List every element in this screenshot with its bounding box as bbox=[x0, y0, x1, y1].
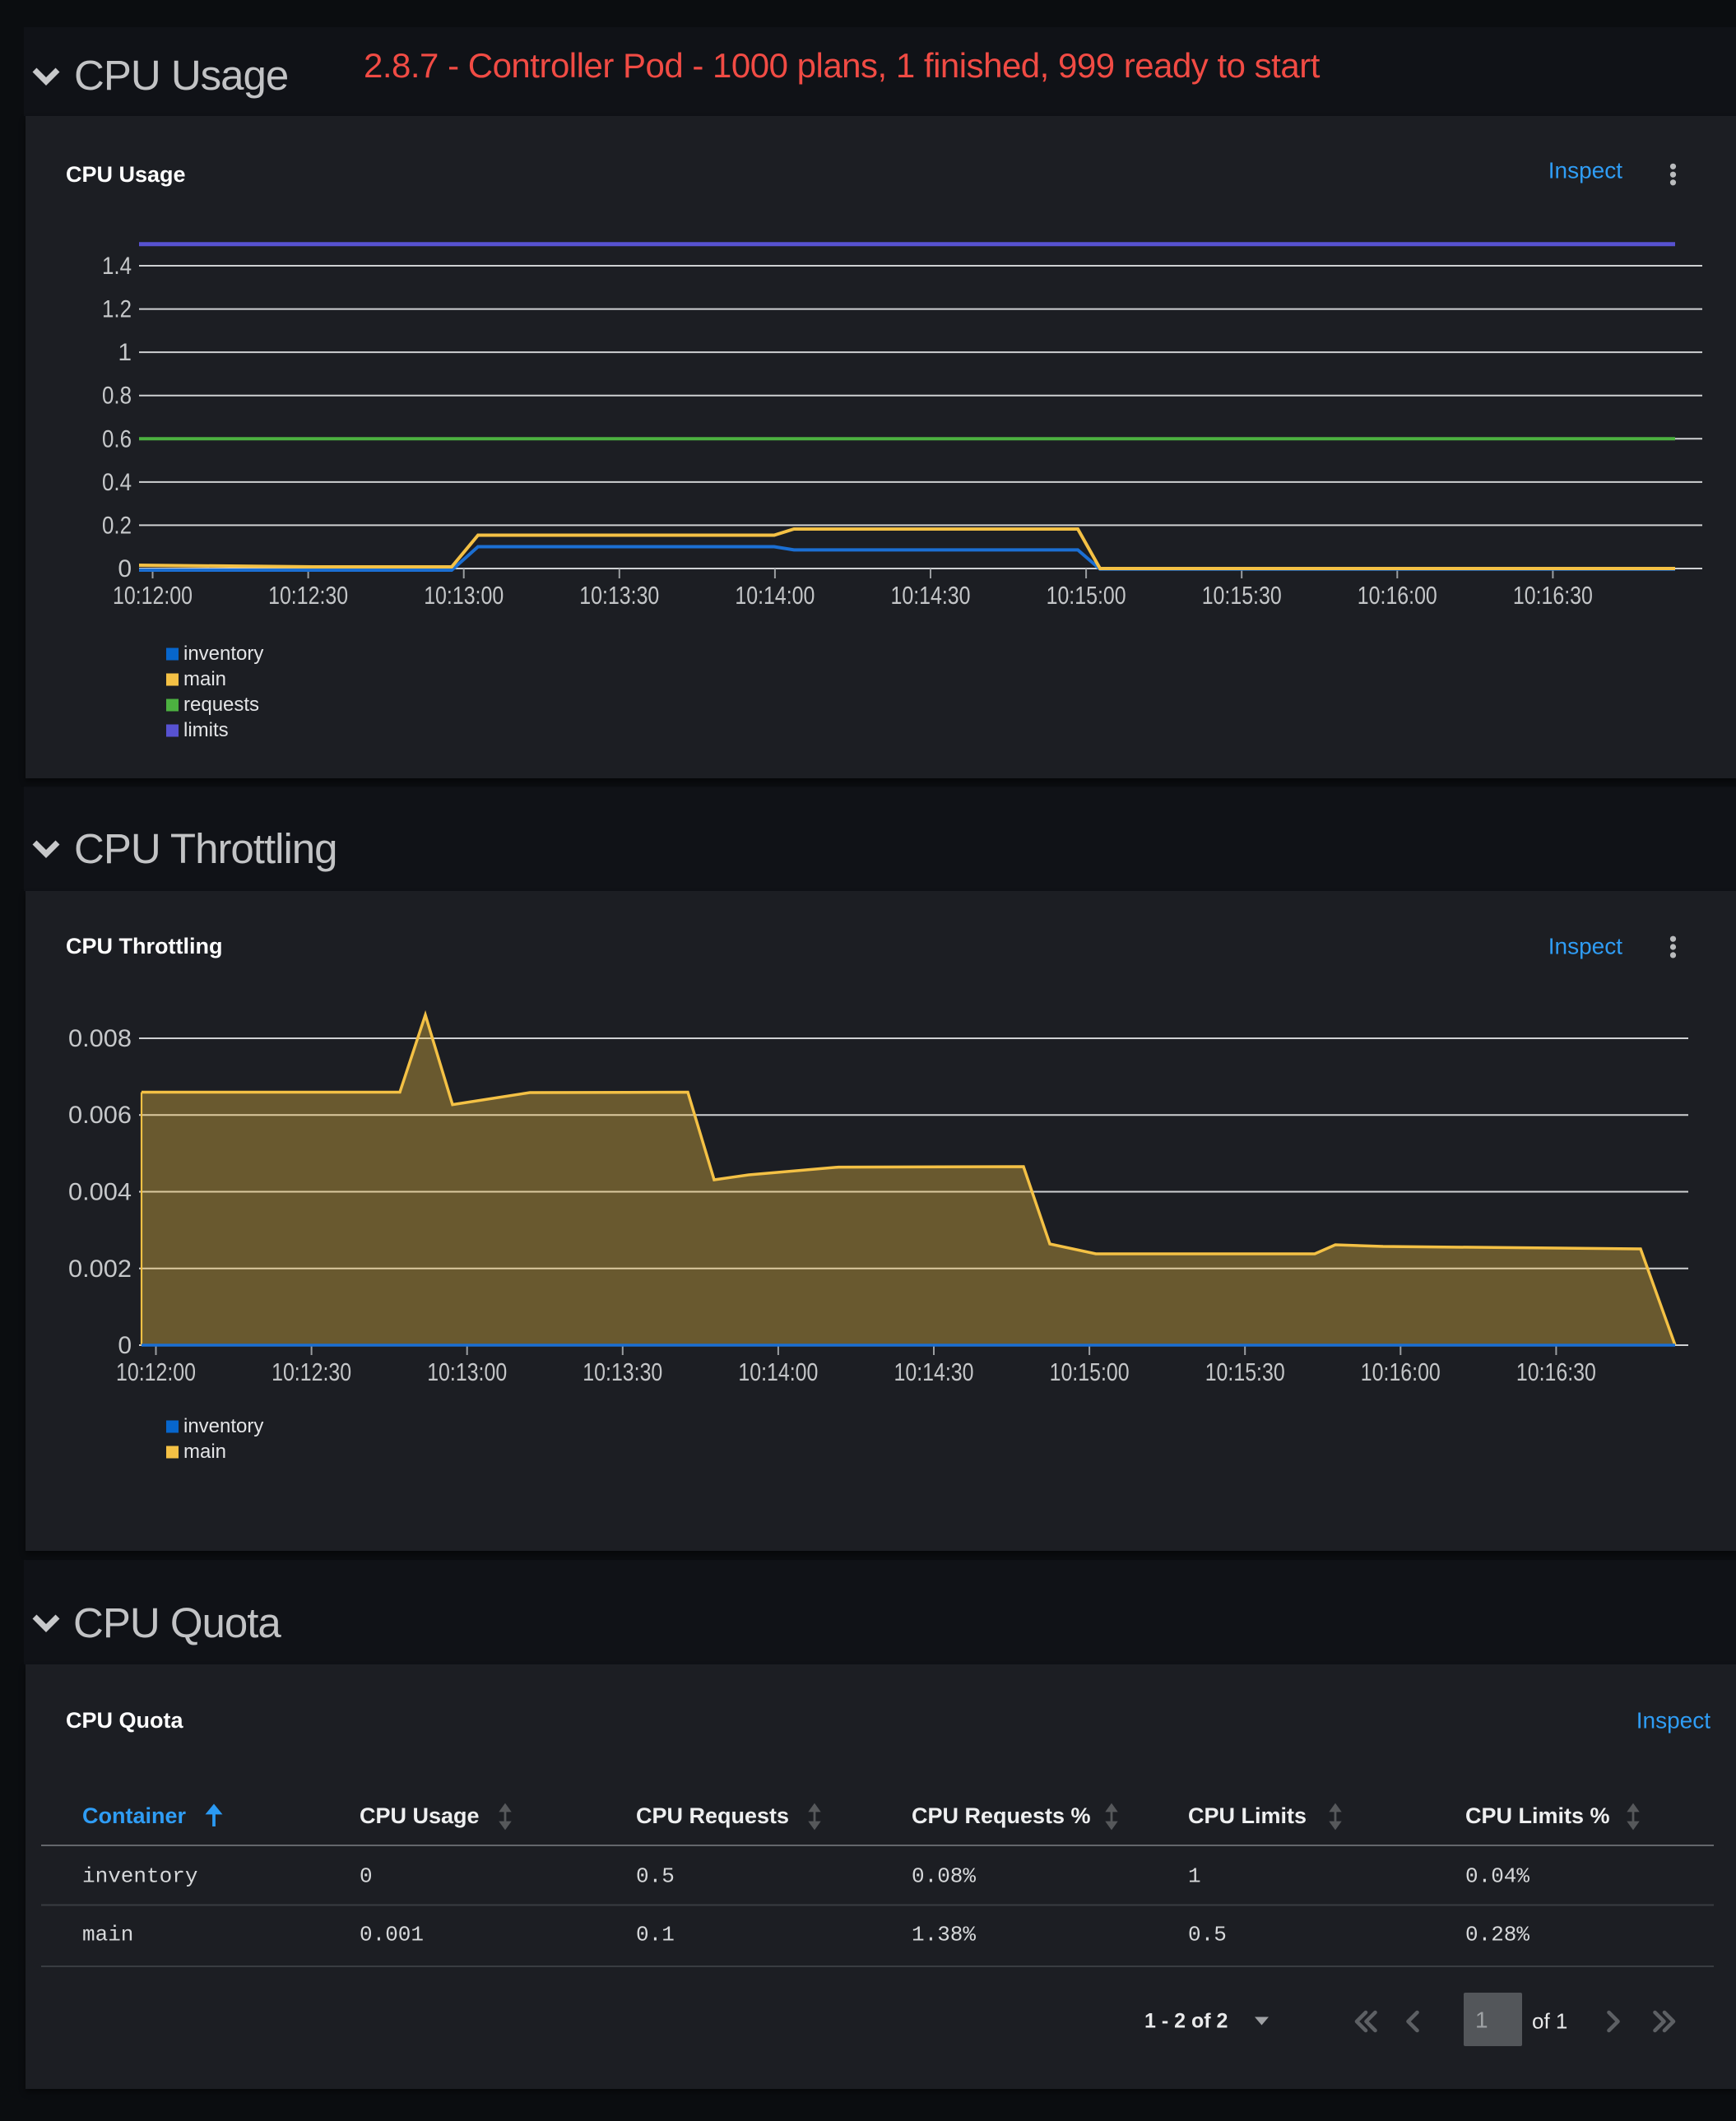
svg-text:10:13:30: 10:13:30 bbox=[583, 1358, 662, 1386]
svg-text:1.2: 1.2 bbox=[102, 296, 132, 323]
svg-text:10:14:00: 10:14:00 bbox=[738, 1358, 818, 1386]
svg-text:10:12:30: 10:12:30 bbox=[272, 1358, 351, 1386]
svg-text:10:13:00: 10:13:00 bbox=[427, 1358, 507, 1386]
svg-text:10:14:30: 10:14:30 bbox=[894, 1358, 974, 1386]
svg-text:10:15:30: 10:15:30 bbox=[1205, 1358, 1285, 1386]
svg-text:0.4: 0.4 bbox=[102, 469, 132, 496]
svg-text:10:15:00: 10:15:00 bbox=[1050, 1358, 1130, 1386]
svg-text:10:12:30: 10:12:30 bbox=[268, 581, 348, 610]
svg-text:1.4: 1.4 bbox=[102, 253, 132, 280]
svg-text:1: 1 bbox=[118, 339, 132, 366]
svg-text:10:12:00: 10:12:00 bbox=[113, 581, 193, 610]
svg-text:10:12:00: 10:12:00 bbox=[116, 1358, 196, 1386]
svg-text:10:14:00: 10:14:00 bbox=[735, 581, 815, 610]
svg-text:10:13:30: 10:13:30 bbox=[579, 581, 659, 610]
svg-text:0.002: 0.002 bbox=[68, 1255, 132, 1283]
svg-text:10:13:00: 10:13:00 bbox=[424, 581, 504, 610]
svg-text:0: 0 bbox=[118, 1332, 132, 1359]
svg-text:10:14:30: 10:14:30 bbox=[891, 581, 971, 610]
svg-text:10:16:00: 10:16:00 bbox=[1358, 581, 1437, 610]
svg-text:0.004: 0.004 bbox=[68, 1179, 132, 1206]
svg-text:10:16:00: 10:16:00 bbox=[1361, 1358, 1441, 1386]
svg-text:0.2: 0.2 bbox=[102, 512, 132, 539]
svg-text:10:16:30: 10:16:30 bbox=[1516, 1358, 1596, 1386]
svg-text:0.8: 0.8 bbox=[102, 383, 132, 410]
svg-text:10:16:30: 10:16:30 bbox=[1513, 581, 1593, 610]
svg-text:0.006: 0.006 bbox=[68, 1102, 132, 1129]
svg-text:0: 0 bbox=[118, 555, 132, 582]
svg-text:0.6: 0.6 bbox=[102, 425, 132, 453]
svg-text:10:15:00: 10:15:00 bbox=[1047, 581, 1126, 610]
svg-text:0.008: 0.008 bbox=[68, 1025, 132, 1052]
svg-text:10:15:30: 10:15:30 bbox=[1202, 581, 1282, 610]
